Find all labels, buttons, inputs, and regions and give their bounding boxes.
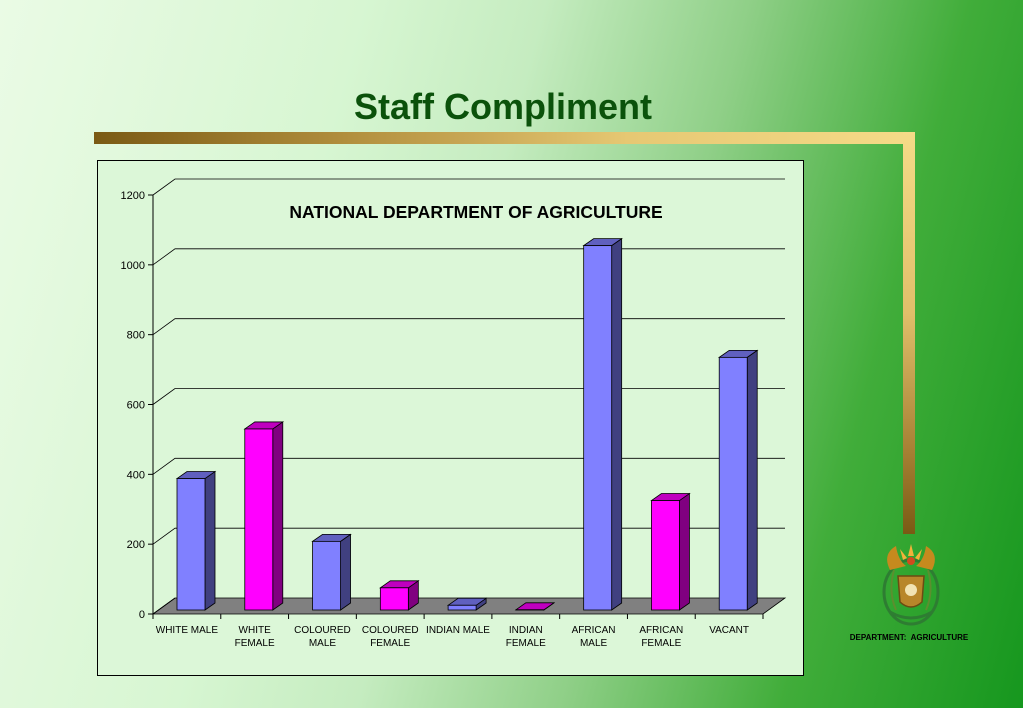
bar-front (583, 245, 613, 611)
x-tick-label: AFRICAN MALE (572, 625, 616, 649)
x-tick-label: AFRICAN FEMALE (639, 625, 683, 649)
axes (148, 194, 764, 619)
bar (243, 421, 285, 611)
y-tick-label: 800 (127, 330, 145, 342)
tick-labels: 0 200 400 600 800 1000 1200 WHITE MALE WHITE FEMA… (121, 190, 750, 649)
bar (175, 470, 217, 611)
bar-front (379, 587, 409, 611)
bar-side (272, 421, 284, 611)
bar (514, 602, 556, 611)
x-tick-label: WHITE MALE (156, 625, 219, 636)
y-tick-label: 0 (139, 609, 145, 621)
coat-of-arms-icon (882, 544, 940, 626)
bar (717, 349, 759, 611)
bar-front (244, 428, 274, 611)
bar-side (611, 237, 623, 611)
x-tick-label: WHITE FEMALE (235, 625, 275, 649)
bar (311, 533, 352, 611)
bar-side (340, 533, 351, 611)
bar-side (746, 349, 758, 611)
bar (582, 237, 623, 611)
chart-title: NATIONAL DEPARTMENT OF AGRICULTURE (289, 202, 662, 222)
gridline (152, 318, 785, 335)
chart-frame: 0 200 400 600 800 1000 1200 WHITE MALE WHITE FEMA… (97, 160, 804, 676)
bar-front (651, 500, 680, 611)
bar (446, 597, 488, 611)
y-tick-label: 1200 (121, 190, 145, 202)
y-tick-label: 200 (127, 539, 145, 551)
bar (650, 492, 691, 611)
y-tick-label: 600 (127, 400, 145, 412)
x-tick-label: VACANT (709, 625, 749, 636)
y-tick-label: 400 (127, 469, 145, 481)
bar-front (718, 356, 748, 611)
y-tick-label: 1000 (121, 260, 145, 272)
gridline (152, 248, 785, 266)
bar-side (204, 470, 216, 611)
gridline (152, 388, 785, 405)
bar-side (679, 492, 690, 611)
bar-chart: 0 200 400 600 800 1000 1200 WHITE MALE WHITE FEMA… (121, 178, 787, 649)
gridline (152, 527, 785, 545)
bar-front (176, 478, 206, 611)
bar (379, 580, 420, 611)
x-tick-label: COLOURED MALE (294, 625, 351, 649)
gold-rule-vertical (903, 132, 915, 534)
floor-edge (152, 597, 176, 615)
x-tick-label: COLOURED FEMALE (362, 625, 419, 649)
gridline (152, 178, 785, 196)
department-label: DEPARTMENT: AGRICULTURE (849, 633, 969, 642)
gold-rule-horizontal (94, 132, 915, 144)
bars (175, 237, 759, 611)
x-tick-label: INDIAN FEMALE (506, 625, 546, 649)
bar-front (312, 540, 341, 611)
slide-title: Staff Compliment (353, 86, 652, 127)
bar-front (447, 604, 477, 611)
x-tick-label: INDIAN MALE (426, 625, 490, 636)
gridline (152, 457, 785, 475)
